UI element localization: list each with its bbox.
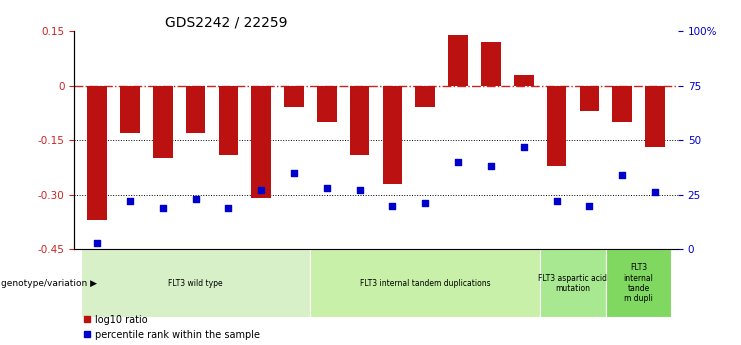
Bar <box>251 86 271 198</box>
Bar <box>120 86 140 133</box>
Point <box>419 201 431 206</box>
Point <box>485 164 497 169</box>
Text: FLT3 wild type: FLT3 wild type <box>168 279 223 288</box>
Bar <box>81 249 310 317</box>
Bar <box>448 35 468 86</box>
Bar <box>540 249 606 317</box>
Legend: log10 ratio, percentile rank within the sample: log10 ratio, percentile rank within the … <box>79 311 263 344</box>
Point <box>583 203 595 208</box>
Text: FLT3 aspartic acid
mutation: FLT3 aspartic acid mutation <box>539 274 608 293</box>
Bar <box>317 86 336 122</box>
Point <box>387 203 399 208</box>
Bar <box>416 86 435 107</box>
Bar <box>579 86 599 111</box>
Bar <box>284 86 304 107</box>
Point <box>321 185 333 191</box>
Point <box>222 205 234 210</box>
Bar <box>645 86 665 147</box>
Text: FLT3
internal
tande
m dupli: FLT3 internal tande m dupli <box>624 263 654 303</box>
Bar <box>382 86 402 184</box>
Bar <box>514 75 534 86</box>
Bar <box>481 42 501 86</box>
Bar <box>186 86 205 133</box>
Point <box>518 144 530 149</box>
Bar <box>612 86 632 122</box>
Bar <box>219 86 238 155</box>
Text: FLT3 internal tandem duplications: FLT3 internal tandem duplications <box>360 279 491 288</box>
Point <box>255 188 267 193</box>
Bar <box>350 86 370 155</box>
Text: genotype/variation ▶: genotype/variation ▶ <box>1 279 97 288</box>
Point <box>190 196 202 202</box>
Text: GDS2242 / 22259: GDS2242 / 22259 <box>165 16 288 30</box>
Point <box>353 188 365 193</box>
Point <box>551 198 562 204</box>
Bar <box>87 86 107 220</box>
Point <box>452 159 464 165</box>
Point <box>617 172 628 178</box>
Bar <box>153 86 173 158</box>
Point <box>157 205 169 210</box>
Point <box>649 190 661 195</box>
Bar <box>606 249 671 317</box>
Point <box>288 170 300 176</box>
Bar <box>310 249 540 317</box>
Point <box>124 198 136 204</box>
Point <box>91 240 103 245</box>
Bar <box>547 86 566 166</box>
